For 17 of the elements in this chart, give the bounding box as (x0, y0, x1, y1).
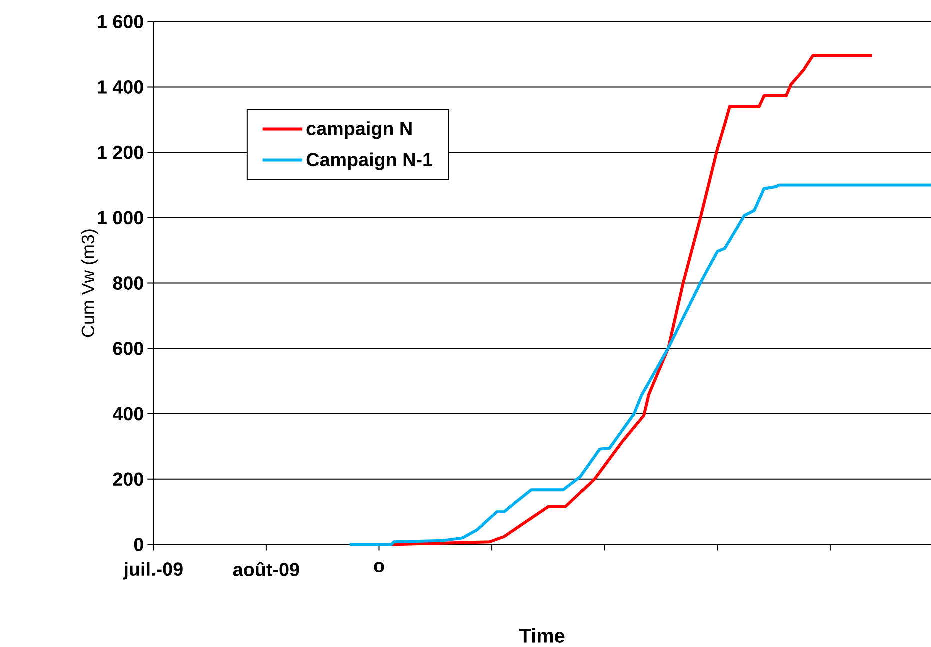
x-tick-label: o (374, 562, 384, 572)
x-tick-label: juil.-09 (123, 562, 183, 580)
x-axis-title: Time (520, 628, 565, 643)
legend-label: Campaign N-1 (306, 152, 433, 170)
y-tick-label: 1 400 (98, 80, 144, 94)
y-tick-label: 1 600 (98, 15, 144, 28)
x-tick-label: août-09 (233, 562, 300, 576)
line-series (348, 184, 931, 546)
y-tick-label: 800 (113, 276, 144, 290)
y-tick-label: 1 200 (98, 146, 144, 160)
y-tick-label: 0 (134, 538, 144, 552)
y-tick-label: 600 (113, 342, 144, 356)
legend-label: campaign N (306, 122, 412, 140)
y-tick-label: 1 000 (98, 211, 144, 225)
y-axis-title: Cum Vw (m3) (81, 230, 98, 338)
y-tick-label: 200 (113, 472, 144, 486)
y-tick-label: 400 (112, 407, 144, 421)
